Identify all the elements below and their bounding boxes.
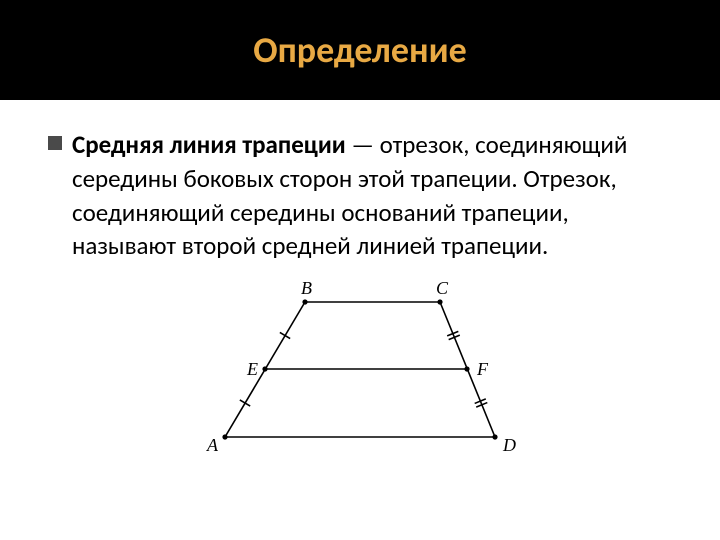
trapezoid-svg: A B C D E F — [195, 277, 525, 462]
svg-text:D: D — [502, 435, 516, 455]
slide-title: Определение — [253, 28, 467, 72]
svg-text:F: F — [476, 359, 489, 379]
svg-text:E: E — [246, 359, 258, 379]
svg-text:A: A — [206, 435, 219, 455]
svg-text:B: B — [301, 278, 312, 298]
trapezoid-figure: A B C D E F — [0, 277, 720, 462]
svg-text:C: C — [436, 278, 449, 298]
bullet-icon — [48, 136, 62, 150]
definition-text: Средняя линия трапеции — отрезок, соедин… — [72, 128, 672, 263]
content-area: Средняя линия трапеции — отрезок, соедин… — [0, 100, 720, 273]
definition-term: Средняя линия трапеции — [72, 129, 346, 160]
header-band: Определение — [0, 0, 720, 100]
